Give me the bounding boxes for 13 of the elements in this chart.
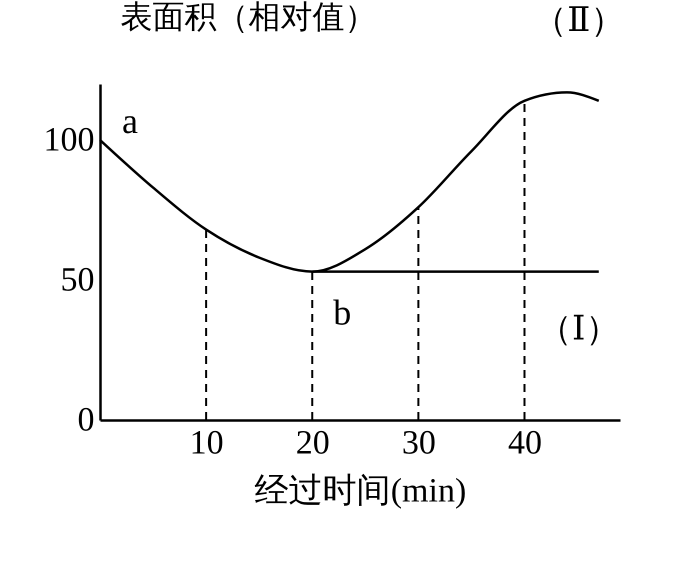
- x-tick-label: 10: [190, 424, 224, 462]
- x-tick-label: 30: [402, 424, 436, 462]
- series-label: （Ⅱ）: [533, 2, 624, 39]
- x-tick-label: 40: [508, 424, 542, 462]
- y-tick-label: 100: [44, 122, 94, 158]
- x-axis-title: 经过时间(min): [254, 472, 466, 510]
- annotation: b: [333, 292, 352, 333]
- y-tick-label: 0: [78, 402, 94, 438]
- y-axis-title: 表面积（相对值）: [120, 0, 376, 34]
- x-tick-label: 20: [296, 424, 330, 462]
- series-label: （Ⅰ）: [538, 310, 620, 348]
- y-tick-label: 50: [60, 262, 94, 298]
- annotation: a: [122, 101, 138, 141]
